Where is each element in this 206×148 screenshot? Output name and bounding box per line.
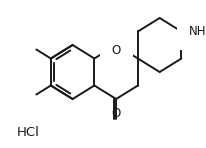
Text: O: O <box>111 107 120 119</box>
Text: NH: NH <box>188 25 205 38</box>
Text: O: O <box>111 44 120 57</box>
Text: HCl: HCl <box>17 126 39 139</box>
